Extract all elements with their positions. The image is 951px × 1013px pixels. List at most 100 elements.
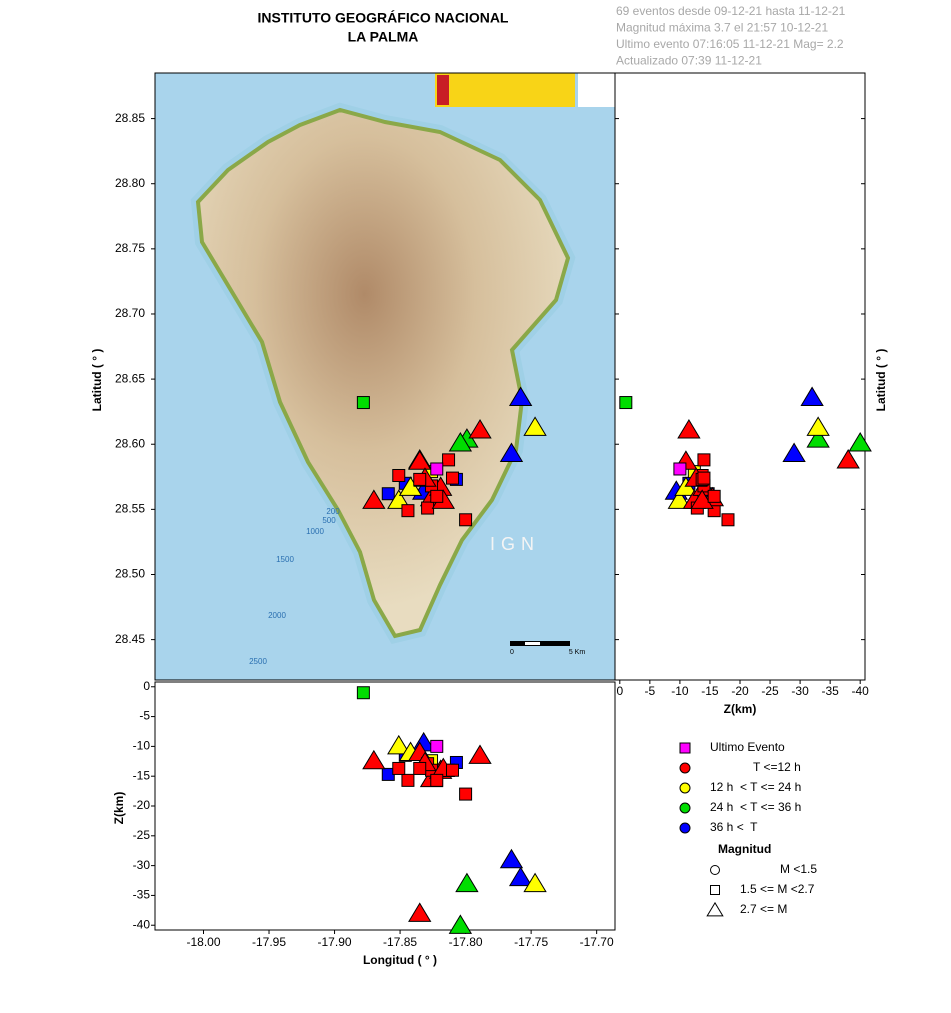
z-tick-label: -10: [671, 684, 689, 698]
marker-triangle: [836, 448, 860, 469]
marker-circle: [679, 822, 691, 834]
marker-square: [413, 761, 427, 775]
marker-triangle: [499, 442, 524, 462]
y-tick-label: 28.85: [115, 111, 145, 125]
marker-triangle: [806, 428, 830, 448]
marker-triangle: [499, 848, 524, 869]
marker-square: [442, 453, 456, 467]
marker-square: [707, 489, 721, 503]
marker-square: [356, 396, 370, 410]
marker-square: [421, 501, 435, 515]
marker-circle: [679, 802, 691, 814]
z-tick-label: -40: [852, 684, 870, 698]
legend-label: 36 h < T: [710, 820, 758, 834]
y-tick-label: 28.50: [115, 567, 145, 581]
marker-square: [401, 504, 415, 518]
z-tick-label: -20: [731, 684, 749, 698]
marker-triangle: [523, 416, 547, 436]
z-tick-label: -5: [139, 709, 150, 723]
marker-triangle: [448, 432, 473, 452]
info-line: Ultimo evento 07:16:05 11-12-21 Mag= 2.2: [616, 37, 844, 51]
legend-label: 24 h < T <= 36 h: [710, 800, 801, 814]
marker-triangle: [508, 386, 533, 406]
info-line: 69 eventos desde 09-12-21 hasta 11-12-21: [616, 4, 846, 18]
y-tick-label: 28.70: [115, 306, 145, 320]
z-axis-label: Z(km): [724, 702, 757, 716]
marker-triangle: [690, 489, 714, 509]
marker-triangle: [800, 386, 824, 406]
marker-triangle: [706, 901, 724, 917]
y-tick-label: 28.75: [115, 241, 145, 255]
x-tick-label: -17.75: [514, 935, 548, 949]
legend-label: Ultimo Evento: [710, 740, 785, 754]
marker-square: [697, 453, 711, 467]
legend-title: Magnitud: [718, 842, 771, 856]
legend-label: T <=12 h: [753, 760, 801, 774]
z-axis-label-bottom: Z(km): [112, 792, 126, 825]
marker-square: [445, 763, 459, 777]
z-tick-label: -35: [821, 684, 839, 698]
marker-square: [430, 489, 444, 503]
map-label: 1500: [276, 555, 294, 564]
marker-square: [356, 686, 370, 700]
marker-square: [392, 468, 406, 482]
z-tick-label: 0: [616, 684, 623, 698]
y-tick-label: 28.55: [115, 502, 145, 516]
marker-triangle: [362, 749, 386, 770]
z-tick-label: -5: [645, 684, 656, 698]
marker-triangle: [408, 902, 432, 922]
marker-triangle: [667, 489, 691, 509]
marker-square: [619, 396, 633, 410]
lon-depth-frame: [154, 681, 616, 931]
marker-square: [392, 761, 406, 775]
z-tick-label: -25: [761, 684, 779, 698]
map-label: 5 Km: [569, 649, 586, 656]
x-tick-label: -17.80: [449, 935, 483, 949]
map-background: [155, 73, 615, 680]
marker-circle: [679, 762, 691, 774]
marker-square: [413, 472, 427, 486]
legend-label: 1.5 <= M <2.7: [740, 882, 815, 896]
map-label: 0: [510, 649, 514, 656]
x-axis-label: Longitud ( ° ): [363, 953, 437, 967]
marker-square: [679, 742, 691, 754]
info-line: Actualizado 07:39 11-12-21: [616, 54, 762, 68]
x-tick-label: -17.70: [580, 935, 614, 949]
marker-triangle: [387, 734, 411, 755]
marker-square: [459, 513, 473, 527]
marker-square: [430, 739, 444, 753]
y-axis-label: Latitud ( ° ): [90, 349, 104, 412]
marker-triangle: [408, 450, 432, 470]
marker-square: [401, 773, 415, 787]
z-tick-label: -15: [133, 768, 151, 782]
marker-triangle: [455, 872, 479, 893]
marker-triangle: [508, 866, 533, 887]
y-tick-label: 28.60: [115, 436, 145, 450]
x-tick-label: -18.00: [186, 935, 220, 949]
y-tick-label: 28.65: [115, 371, 145, 385]
marker-triangle: [848, 432, 872, 452]
marker-triangle: [468, 419, 492, 439]
z-tick-label: -35: [133, 888, 151, 902]
x-tick-label: -17.90: [318, 935, 352, 949]
marker-square: [430, 462, 444, 476]
marker-triangle: [387, 489, 411, 509]
subtitle: LA PALMA: [348, 29, 419, 45]
marker-triangle: [362, 489, 386, 509]
legend-label: M <1.5: [780, 862, 817, 876]
marker-square: [721, 513, 735, 527]
y-tick-label: 28.80: [115, 176, 145, 190]
marker-square: [430, 773, 444, 787]
y-tick-label: 28.45: [115, 632, 145, 646]
z-tick-label: -30: [791, 684, 809, 698]
marker-triangle: [806, 416, 830, 436]
z-tick-label: -15: [701, 684, 719, 698]
z-tick-label: -10: [133, 739, 151, 753]
z-tick-label: -25: [133, 828, 151, 842]
z-tick-label: -30: [133, 858, 151, 872]
y-axis-label-right: Latitud ( ° ): [874, 349, 888, 412]
marker-triangle: [677, 419, 701, 439]
z-tick-label: -20: [133, 798, 151, 812]
x-tick-label: -17.95: [252, 935, 286, 949]
